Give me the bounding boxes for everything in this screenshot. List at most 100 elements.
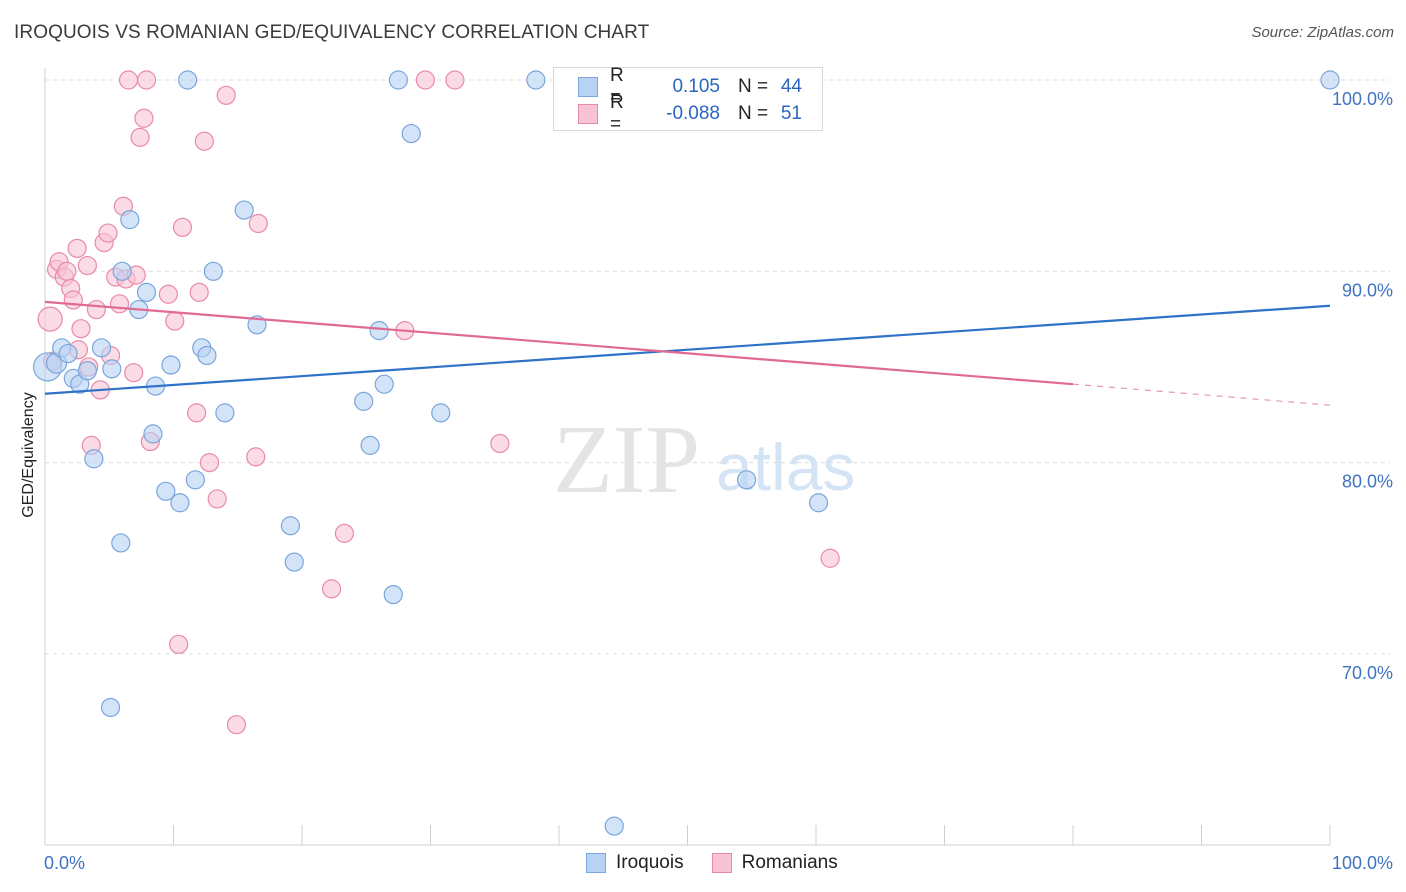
romanians-point [63, 290, 83, 310]
legend-row-romanians: R = -0.088 N = 51 [554, 92, 802, 135]
iroquois-point [1320, 70, 1340, 90]
watermark-zip: ZIP [553, 406, 700, 514]
romanians-point [321, 579, 342, 599]
iroquois-point [156, 481, 176, 501]
romanians-point [194, 131, 214, 151]
romanians-point [199, 453, 220, 473]
iroquois-trend-line [44, 304, 1331, 395]
romanians-trend-line [44, 300, 1074, 386]
romanians-point [248, 213, 268, 234]
legend-label-romanians: Romanians [741, 852, 838, 873]
romanians-point [165, 311, 185, 331]
romanians-point [226, 715, 247, 735]
legend-n-label: N = [738, 76, 769, 97]
grid-lines [45, 79, 1390, 655]
y-tick-label: 90.0% [1342, 280, 1393, 300]
legend-item-iroquois[interactable]: Iroquois [586, 852, 684, 874]
romanians-point [86, 299, 107, 320]
iroquois-point [112, 261, 132, 281]
x-tick-label: 0.0% [44, 853, 85, 873]
legend-r-value: -0.088 [666, 103, 720, 124]
iroquois-point [120, 210, 140, 230]
iroquois-point [604, 816, 624, 836]
iroquois-point [91, 338, 112, 358]
romanians-point [57, 261, 77, 281]
watermark-atlas: atlas [716, 430, 855, 504]
iroquois-point [360, 435, 380, 455]
iroquois-points [32, 70, 1340, 836]
chart-title: IROQUOIS VS ROMANIAN GED/EQUIVALENCY COR… [14, 22, 650, 43]
legend-item-romanians[interactable]: Romanians [711, 852, 838, 874]
correlation-legend: R = 0.105 N = 44 R = -0.088 N = 51 [553, 65, 823, 135]
romanians-point [158, 284, 178, 304]
romanians-point [445, 70, 465, 90]
y-tick-label: 70.0% [1342, 663, 1393, 683]
legend-row-iroquois: R = 0.105 N = 44 [554, 65, 802, 108]
iroquois-point [431, 403, 451, 423]
romanians-point [246, 447, 266, 467]
iroquois-point [247, 315, 267, 335]
iroquois-point [111, 533, 131, 553]
y-tick-label: 100.0% [1332, 89, 1393, 109]
legend-r-label: R = [610, 92, 624, 135]
iroquois-point [388, 70, 408, 90]
iroquois-point [197, 345, 217, 366]
romanians-point [169, 634, 189, 654]
legend-r-value: 0.105 [672, 76, 720, 97]
x-tick-label: 100.0% [1332, 853, 1393, 873]
axes [44, 68, 1331, 846]
legend-swatch-pink [578, 104, 598, 124]
iroquois-point [526, 70, 546, 90]
romanians-point [71, 319, 91, 339]
romanians-point [172, 217, 193, 237]
iroquois-point [77, 361, 98, 381]
iroquois-point [280, 516, 301, 536]
romanians-point [67, 238, 87, 258]
trend-lines [44, 300, 1331, 406]
iroquois-point [136, 282, 157, 302]
iroquois-point [401, 123, 421, 144]
romanians-point [118, 70, 139, 90]
iroquois-point [374, 374, 394, 394]
iroquois-point [369, 321, 389, 341]
y-tick-label: 80.0% [1342, 472, 1393, 492]
iroquois-point [58, 343, 78, 364]
legend-swatch-romanians [711, 853, 732, 873]
romanians-point [820, 548, 840, 568]
iroquois-point [161, 355, 181, 375]
legend-swatch-blue [578, 77, 598, 97]
romanians-point [130, 127, 150, 147]
romanians-points [37, 70, 840, 735]
iroquois-point [203, 261, 223, 281]
romanians-point [187, 403, 207, 423]
romanians-point [189, 282, 209, 302]
legend-n-label: N = [738, 103, 769, 124]
iroquois-point [84, 449, 104, 469]
romanians-point [124, 363, 144, 383]
legend-r-label: R = [610, 65, 624, 108]
iroquois-point [178, 70, 198, 90]
romanians-point [109, 294, 130, 314]
iroquois-point [383, 584, 403, 605]
iroquois-point [808, 493, 829, 513]
legend-n-value: 44 [780, 76, 802, 97]
iroquois-point [284, 552, 304, 572]
romanians-point [207, 489, 227, 509]
romanians-point [77, 255, 98, 276]
romanians-point [216, 85, 236, 105]
romanians-point [415, 70, 435, 90]
romanians-point [37, 306, 63, 332]
iroquois-point [185, 470, 205, 490]
series-legend: Iroquois Romanians [586, 852, 866, 874]
legend-swatch-iroquois [586, 853, 606, 873]
romanians-trend-extension [1072, 383, 1331, 406]
romanians-point [490, 433, 510, 454]
legend-n-value: 51 [780, 103, 802, 124]
romanians-point [98, 223, 118, 243]
iroquois-point [143, 424, 163, 444]
iroquois-point [354, 391, 374, 411]
iroquois-point [100, 697, 121, 718]
legend-label-iroquois: Iroquois [616, 852, 684, 873]
romanians-point [134, 108, 154, 128]
